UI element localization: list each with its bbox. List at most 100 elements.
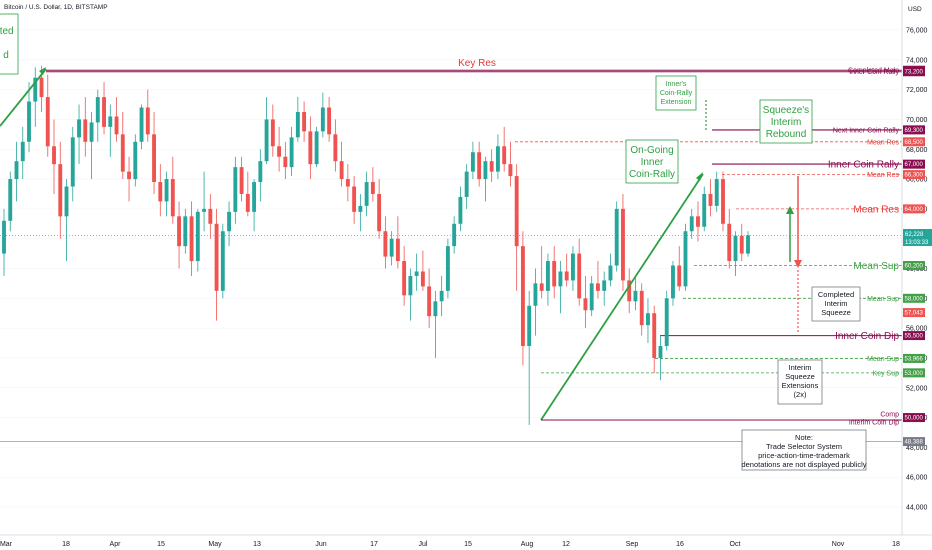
candle-body — [108, 116, 113, 127]
price-tag — [903, 204, 925, 214]
candle-body — [545, 261, 550, 291]
time-tick-label: Sep — [626, 541, 639, 548]
candle-body — [564, 271, 569, 281]
candle-body — [708, 193, 713, 206]
price-tick-label: 72,000 — [906, 87, 928, 94]
inner-extension-callout: Inner's Coin-Rally Extension — [655, 75, 697, 111]
time-axis-panel[interactable] — [0, 535, 932, 550]
svg-text:Note:: Note: — [795, 433, 813, 442]
candle-body — [2, 220, 6, 254]
candle-body — [571, 253, 575, 281]
svg-text:denotations are not displayed: denotations are not displayed publicly — [741, 460, 866, 469]
candle-body — [64, 186, 69, 217]
candle-body — [339, 161, 344, 180]
svg-text:13:03:33: 13:03:33 — [905, 240, 929, 246]
svg-text:Squeeze's: Squeeze's — [763, 105, 809, 116]
candle-body — [696, 216, 700, 227]
candle-body — [552, 261, 557, 287]
price-tag-label: 53,966 — [905, 356, 924, 362]
time-tick-label: Jun — [315, 541, 326, 548]
candle-body — [464, 171, 469, 197]
time-tick-label: 16 — [676, 541, 684, 548]
candle-body — [621, 208, 625, 281]
candle-body — [14, 161, 19, 180]
candle-body — [514, 176, 519, 247]
candle-body — [233, 167, 238, 212]
candle-body — [577, 253, 582, 299]
squeeze-rebound-arrowhead — [786, 206, 794, 214]
candle-body — [8, 179, 13, 221]
candle-body — [227, 211, 232, 232]
candle-body — [283, 156, 288, 168]
candle-body — [408, 275, 413, 296]
candle-body — [45, 97, 50, 147]
candle-body — [245, 193, 250, 212]
candle-body — [502, 146, 507, 165]
candle-body — [508, 164, 513, 177]
time-tick-label: May — [208, 541, 222, 548]
candle-body — [33, 77, 38, 102]
candle-body — [27, 101, 31, 142]
candle-body — [427, 286, 432, 317]
price-tag-label: 55,500 — [905, 334, 924, 340]
key-res-label: Key Res — [458, 58, 496, 69]
candle-body — [345, 179, 350, 187]
price-tick-label: 68,000 — [906, 147, 928, 154]
svg-text:Key Res: Key Res — [458, 58, 496, 69]
time-tick-label: Jul — [419, 541, 428, 548]
price-tick-label: 74,000 — [906, 57, 928, 64]
svg-text:Inner: Inner — [641, 157, 664, 168]
candle-body — [239, 167, 244, 194]
level-label: Key Sup — [873, 370, 900, 377]
candle-body — [589, 283, 594, 311]
level-label: Completed Main — [848, 68, 899, 75]
price-tag-label: 60,200 — [905, 264, 924, 270]
candle-body — [458, 196, 463, 224]
price-tag-label: 58,000 — [905, 296, 924, 302]
candle-body — [352, 186, 357, 212]
price-tag — [903, 293, 925, 303]
svg-text:Interim: Interim — [825, 299, 848, 308]
candle-body — [608, 265, 613, 281]
time-tick-label: Apr — [110, 541, 122, 548]
price-tag-label: 53,000 — [905, 371, 924, 377]
candle-body — [402, 261, 407, 296]
svg-text:Extensions: Extensions — [782, 381, 819, 390]
price-tag — [903, 137, 925, 147]
price-tick-label: 56,000 — [906, 326, 928, 333]
candle-body — [183, 216, 188, 247]
svg-text:Coin-Rally: Coin-Rally — [660, 90, 693, 97]
candle-body — [214, 223, 219, 291]
level-label: Comp — [880, 412, 899, 419]
time-tick-label: 15 — [464, 541, 472, 548]
price-tag — [903, 159, 925, 169]
candle-body — [158, 182, 163, 202]
candle-body — [389, 238, 394, 257]
time-tick-label: 13 — [253, 541, 261, 548]
candle-body — [70, 137, 75, 187]
level-label: Mean Res — [853, 204, 899, 215]
candle-body — [195, 211, 200, 262]
svg-text:(2x): (2x) — [794, 390, 807, 399]
candle-body — [539, 283, 544, 291]
time-axis: Mar 18 Apr 15 May 13 Jun 17 Jul 15 Aug 12 Sep 16 Oct No… — [0, 541, 900, 548]
price-axis-panel[interactable] — [902, 0, 932, 550]
note-box: Note: Trade Selector System price-action… — [741, 429, 867, 471]
candle-body — [652, 313, 657, 358]
left-arrow — [0, 67, 47, 127]
candle-body — [252, 182, 257, 212]
svg-text:On-Going: On-Going — [630, 145, 673, 156]
candle-body — [677, 265, 682, 287]
candle-body — [189, 216, 194, 262]
candle-body — [414, 271, 419, 276]
partial-top-left-callout: pleted d — [0, 13, 19, 75]
candle-body — [433, 301, 438, 317]
candle-body — [452, 223, 457, 247]
level-label: Mean Res — [867, 172, 899, 179]
candle-body — [470, 152, 475, 172]
candle-body — [445, 246, 450, 291]
candle-body — [377, 193, 382, 232]
svg-text:Inner's: Inner's — [666, 81, 687, 88]
price-tick-label: 76,000 — [906, 28, 928, 35]
